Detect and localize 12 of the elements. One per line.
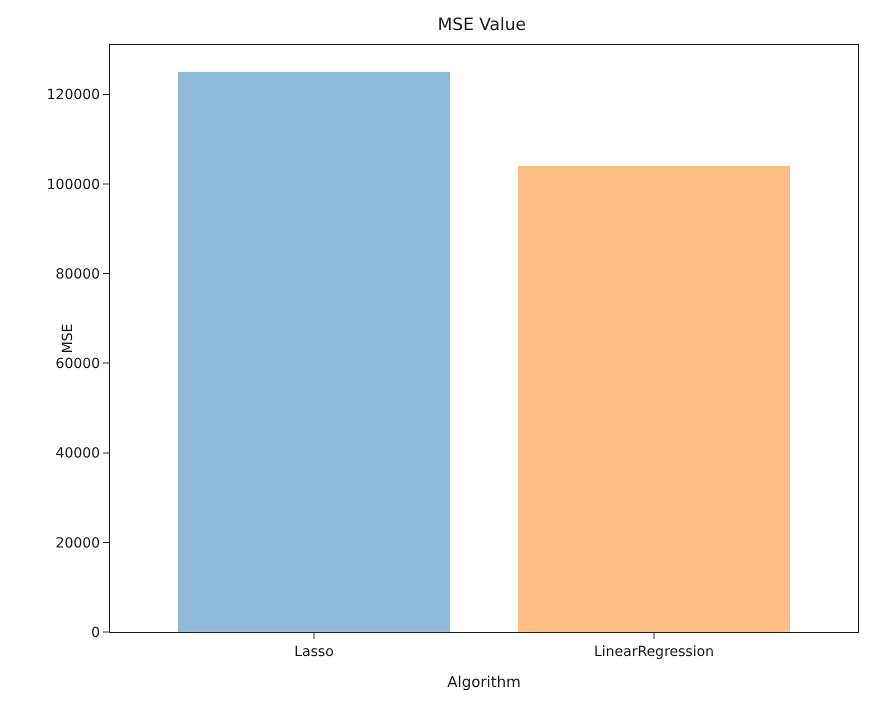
y-tick-label: 40000 (56, 446, 100, 462)
x-tick-label: LinearRegression (594, 644, 714, 660)
y-tick-label: 120000 (46, 87, 100, 104)
y-tick-label: 100000 (46, 176, 100, 193)
x-tick-label: Lasso (294, 644, 334, 660)
y-axis-title: MSE (60, 324, 76, 354)
y-tick-label: 20000 (56, 535, 100, 552)
chart-title: MSE Value (438, 14, 526, 35)
y-tick-label: 0 (91, 624, 100, 641)
y-tick-label: 60000 (56, 356, 100, 372)
y-tick-label: 80000 (56, 266, 100, 282)
x-axis-title: Algorithm (447, 673, 521, 692)
